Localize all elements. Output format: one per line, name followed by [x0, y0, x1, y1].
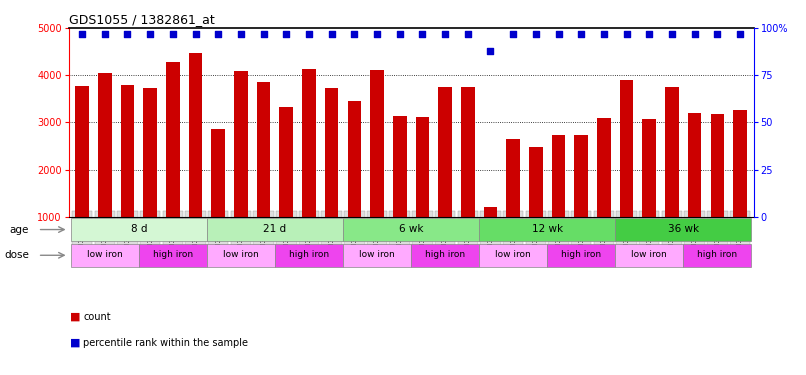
Text: low iron: low iron	[631, 250, 667, 259]
Bar	[343, 244, 411, 267]
Text: high iron: high iron	[153, 250, 193, 259]
Point	[257, 31, 270, 37]
Bar	[615, 244, 683, 267]
Bar	[575, 135, 588, 217]
Bar	[143, 88, 157, 217]
Text: low iron: low iron	[87, 250, 123, 259]
Bar	[411, 244, 479, 267]
Bar	[302, 69, 316, 217]
Bar	[139, 244, 207, 267]
Bar	[438, 87, 452, 217]
Point	[620, 31, 633, 37]
Bar	[733, 110, 747, 217]
Text: high iron: high iron	[289, 250, 329, 259]
Text: 6 wk: 6 wk	[399, 224, 423, 234]
Point	[438, 31, 451, 37]
Bar	[207, 244, 275, 267]
Bar	[121, 85, 135, 217]
Bar	[683, 244, 751, 267]
Bar	[484, 207, 497, 217]
Text: low iron: low iron	[223, 250, 259, 259]
Bar	[280, 107, 293, 217]
Bar	[479, 218, 615, 241]
Text: ■: ■	[70, 312, 81, 322]
Point	[189, 31, 202, 37]
Point	[98, 31, 111, 37]
Point	[280, 31, 293, 37]
Text: age: age	[10, 225, 29, 234]
Bar	[166, 62, 180, 217]
Point	[348, 31, 361, 37]
Bar	[347, 101, 361, 217]
Point	[688, 31, 701, 37]
Point	[416, 31, 429, 37]
Point	[597, 31, 610, 37]
Text: low iron: low iron	[495, 250, 531, 259]
Bar	[711, 114, 724, 217]
Point	[325, 31, 338, 37]
Bar	[275, 244, 343, 267]
Text: 8 d: 8 d	[131, 224, 147, 234]
Text: 21 d: 21 d	[264, 224, 286, 234]
Bar	[620, 80, 634, 217]
Bar	[529, 147, 542, 217]
Bar	[71, 244, 139, 267]
Bar	[688, 113, 701, 217]
Text: low iron: low iron	[359, 250, 395, 259]
Point	[143, 31, 156, 37]
Point	[76, 31, 89, 37]
Point	[166, 31, 179, 37]
Bar	[393, 116, 406, 217]
Bar	[461, 87, 475, 217]
Point	[507, 31, 520, 37]
Bar	[665, 87, 679, 217]
Text: ■: ■	[70, 338, 81, 348]
Bar	[325, 88, 339, 217]
Text: count: count	[83, 312, 110, 322]
Text: GDS1055 / 1382861_at: GDS1055 / 1382861_at	[69, 13, 214, 26]
Point	[733, 31, 746, 37]
Bar	[71, 218, 207, 241]
Bar	[207, 218, 343, 241]
Point	[371, 31, 384, 37]
Bar	[552, 135, 565, 217]
Point	[461, 31, 474, 37]
Text: 12 wk: 12 wk	[532, 224, 563, 234]
Text: dose: dose	[4, 250, 29, 260]
Text: 36 wk: 36 wk	[667, 224, 699, 234]
Bar	[234, 70, 247, 217]
Bar	[547, 244, 615, 267]
Text: high iron: high iron	[425, 250, 465, 259]
Bar	[257, 82, 270, 217]
Point	[235, 31, 247, 37]
Bar	[211, 129, 225, 217]
Text: high iron: high iron	[561, 250, 601, 259]
Point	[666, 31, 679, 37]
Point	[212, 31, 225, 37]
Bar	[597, 118, 611, 217]
Bar	[343, 218, 479, 241]
Point	[575, 31, 588, 37]
Point	[302, 31, 315, 37]
Bar	[642, 118, 656, 217]
Point	[530, 31, 542, 37]
Point	[121, 31, 134, 37]
Point	[711, 31, 724, 37]
Text: high iron: high iron	[697, 250, 737, 259]
Point	[552, 31, 565, 37]
Bar	[189, 53, 202, 217]
Bar	[416, 117, 430, 217]
Bar	[615, 218, 751, 241]
Point	[643, 31, 656, 37]
Bar	[98, 74, 111, 217]
Bar	[479, 244, 547, 267]
Bar	[75, 86, 89, 217]
Point	[484, 48, 497, 54]
Bar	[370, 70, 384, 217]
Bar	[506, 140, 520, 217]
Point	[393, 31, 406, 37]
Text: percentile rank within the sample: percentile rank within the sample	[83, 338, 248, 348]
